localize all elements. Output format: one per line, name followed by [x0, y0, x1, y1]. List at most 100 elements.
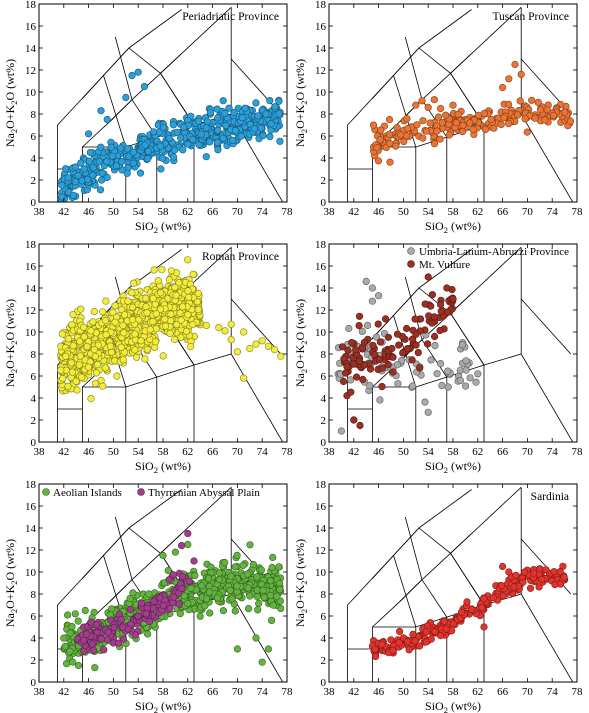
y-tick-label: 8	[321, 589, 327, 601]
data-point	[71, 178, 79, 186]
data-point	[131, 346, 139, 354]
data-point	[376, 396, 384, 404]
data-point	[196, 612, 204, 620]
data-point	[388, 344, 396, 353]
data-point	[394, 380, 402, 388]
data-point	[80, 165, 88, 173]
data-point	[437, 307, 445, 315]
data-point	[111, 318, 119, 326]
y-tick-label: 4	[31, 633, 37, 645]
series-p1-points	[57, 68, 284, 202]
data-point	[378, 364, 386, 372]
tas-boundary-line	[114, 516, 133, 580]
data-point	[96, 186, 105, 194]
data-point	[194, 289, 202, 298]
data-point	[106, 342, 115, 350]
data-point	[202, 595, 210, 603]
data-point	[369, 121, 378, 129]
data-point	[366, 382, 374, 390]
data-point	[458, 608, 466, 616]
data-point	[534, 98, 542, 106]
series-p3-points	[57, 256, 285, 403]
data-point	[389, 646, 397, 654]
x-tick-label: 74	[257, 206, 269, 218]
data-point	[466, 119, 474, 127]
data-point	[68, 658, 77, 666]
panel-p6: 38 42 46 50 54 58 62 66 70 74 78024681012141618SiO…	[293, 479, 583, 713]
panel-title: Sardinia	[531, 491, 569, 503]
data-point	[171, 283, 179, 292]
data-point	[266, 133, 274, 141]
tas-boundary-line	[450, 553, 485, 606]
data-point	[159, 551, 167, 560]
data-point	[230, 108, 238, 117]
data-point	[550, 568, 558, 576]
data-point	[99, 382, 107, 390]
data-point	[89, 171, 97, 179]
x-tick-label: 62	[182, 686, 193, 698]
y-tick-label: 10	[25, 87, 37, 99]
data-point	[512, 571, 520, 579]
tas-boundary-line	[114, 36, 133, 100]
data-point	[371, 652, 380, 661]
y-tick-label: 0	[31, 437, 37, 449]
x-tick-label: 50	[108, 206, 120, 218]
data-point	[424, 340, 432, 348]
y-tick-label: 18	[315, 0, 327, 11]
x-tick-label: 50	[108, 446, 120, 458]
tas-boundary-line	[450, 313, 485, 366]
data-point	[459, 121, 467, 129]
data-point	[445, 131, 453, 139]
data-point	[205, 575, 213, 583]
data-point	[97, 635, 106, 643]
data-point	[514, 111, 522, 119]
data-point	[179, 303, 187, 311]
data-point	[409, 630, 417, 639]
data-point	[127, 605, 135, 614]
tas-boundary-line	[82, 75, 104, 99]
data-point	[543, 106, 551, 114]
data-point	[144, 630, 152, 638]
data-point	[99, 308, 107, 316]
x-tick-label: 62	[472, 686, 483, 698]
tas-boundary-line	[160, 487, 232, 554]
data-point	[233, 551, 241, 560]
x-tick-label: 74	[547, 446, 559, 458]
data-point	[246, 344, 254, 353]
y-tick-label: 2	[321, 415, 327, 427]
y-tick-label: 6	[31, 371, 37, 383]
data-point	[82, 630, 90, 638]
data-point	[264, 645, 273, 653]
data-point	[119, 623, 127, 631]
data-point	[176, 609, 184, 618]
data-point	[419, 134, 427, 142]
data-point	[225, 104, 233, 112]
x-tick-label: 38	[34, 206, 46, 218]
data-point	[233, 645, 241, 653]
data-point	[499, 562, 507, 571]
data-point	[120, 329, 128, 337]
y-axis-label: Na2O+K2O (wt%)	[293, 299, 309, 387]
data-point	[203, 118, 212, 126]
data-point	[262, 110, 270, 118]
data-point	[353, 373, 361, 381]
data-point	[158, 154, 166, 162]
data-point	[348, 339, 356, 347]
data-point	[347, 376, 355, 384]
x-tick-label: 38	[34, 686, 46, 698]
y-tick-label: 2	[31, 415, 37, 427]
data-point	[392, 142, 400, 150]
data-point	[444, 308, 452, 316]
data-point	[430, 140, 439, 148]
data-point	[77, 305, 85, 313]
panel-p5: 38 42 46 50 54 58 62 66 70 74 78024681012141618SiO…	[3, 479, 293, 713]
x-tick-label: 66	[497, 686, 509, 698]
data-point	[134, 612, 142, 620]
data-point	[433, 370, 441, 378]
data-point	[511, 60, 519, 69]
data-point	[241, 104, 249, 112]
data-point	[221, 109, 229, 117]
data-point	[244, 584, 252, 592]
data-point	[97, 143, 105, 151]
